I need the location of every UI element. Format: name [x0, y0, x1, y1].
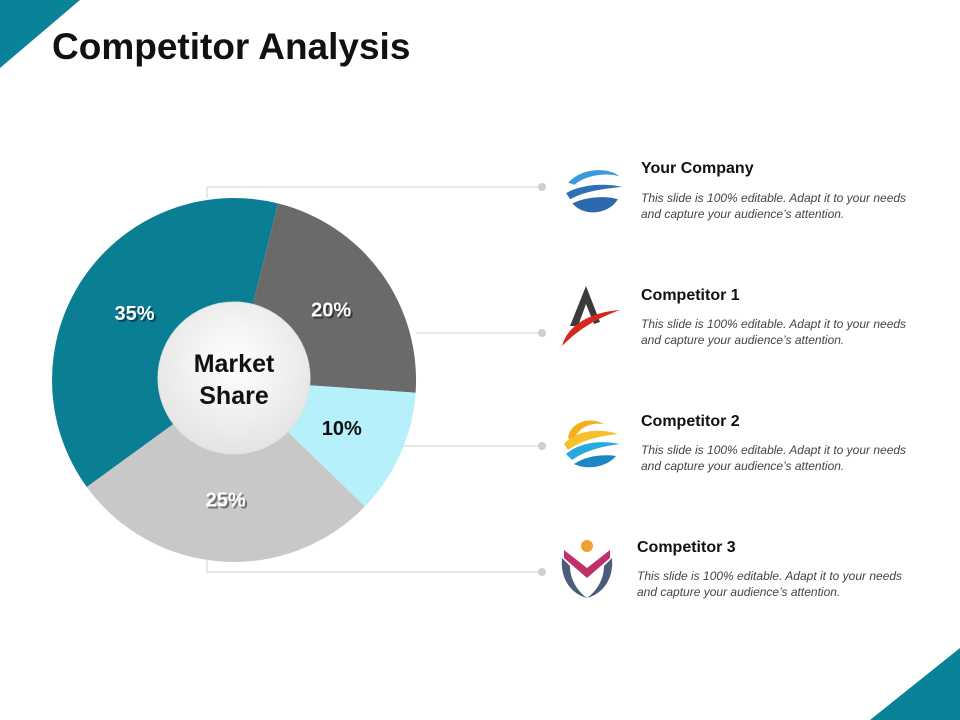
center-label-line-2: Share — [199, 382, 269, 410]
corner-decoration-bottom-right — [870, 648, 960, 720]
legend-item-description: This slide is 100% editable. Adapt it to… — [641, 191, 907, 221]
slice-label-3: 10% — [322, 418, 362, 440]
legend-item-description: This slide is 100% editable. Adapt it to… — [637, 569, 903, 599]
legend-item-title: Competitor 1 — [641, 287, 740, 304]
slice-label-4: 25% — [206, 490, 246, 512]
page-title: Competitor Analysis — [52, 26, 411, 67]
sun-wave-logo-icon — [564, 420, 620, 468]
legend-item-title: Your Company — [641, 160, 754, 177]
corner-decoration-top-left — [0, 0, 80, 68]
legend-item-description: This slide is 100% editable. Adapt it to… — [641, 317, 907, 347]
letter-a-swoosh-logo-icon — [562, 286, 620, 346]
hands-heart-logo-icon — [561, 540, 613, 598]
slice-label-shadow-4: 25% — [208, 492, 248, 514]
wave-logo-icon — [566, 170, 622, 213]
connector-line-1 — [206, 186, 542, 198]
legend-item-title: Competitor 2 — [641, 413, 740, 430]
slice-label-1: 35% — [114, 303, 154, 325]
connector-dot-1 — [538, 183, 546, 191]
legend-item-description: This slide is 100% editable. Adapt it to… — [641, 443, 907, 473]
slice-label-2: 20% — [311, 300, 351, 322]
center-label-line-1: Market — [194, 350, 275, 378]
connector-dot-4 — [538, 568, 546, 576]
legend-item-title: Competitor 3 — [637, 539, 736, 556]
connector-dot-3 — [538, 442, 546, 450]
connector-dot-2 — [538, 329, 546, 337]
pie-slice-4 — [86, 380, 365, 562]
slice-label-shadow-1: 35% — [116, 305, 156, 327]
connector-lines — [206, 183, 546, 576]
slice-labels: 35%35% 20%20%10%25%25% — [114, 300, 362, 514]
pie-slices — [52, 198, 417, 562]
center-circle — [157, 301, 311, 455]
slice-label-shadow-2: 20% — [313, 302, 353, 324]
connector-line-4 — [206, 560, 542, 573]
pie-slice-1 — [52, 198, 279, 487]
